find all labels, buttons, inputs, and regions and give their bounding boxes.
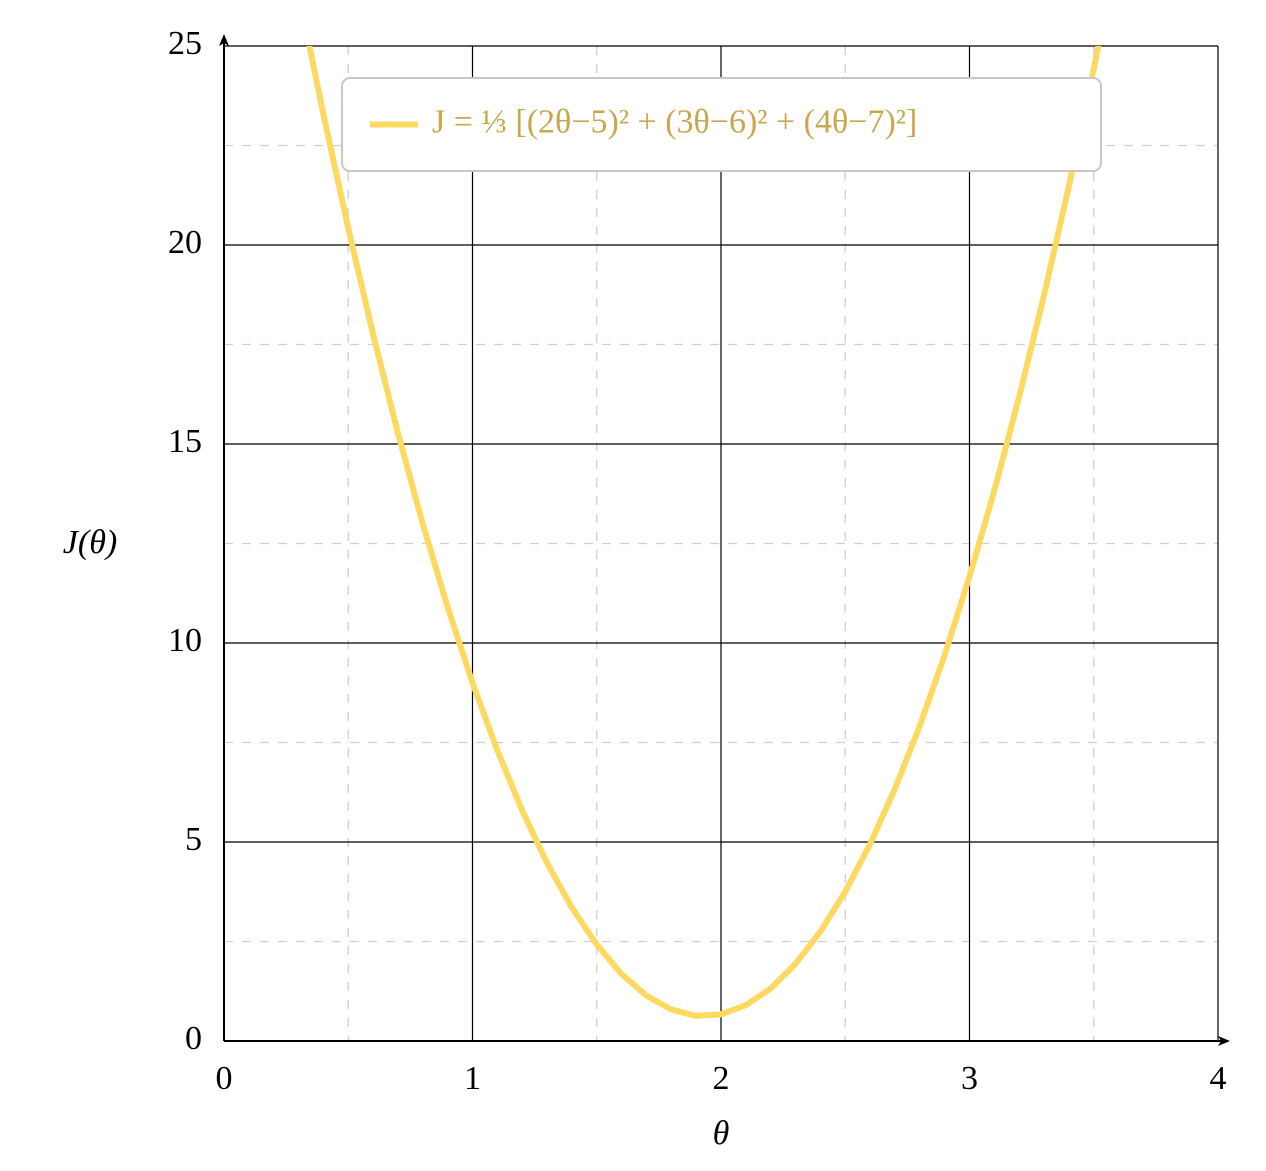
y-tick-label: 10 [168, 622, 202, 659]
x-tick-label: 3 [961, 1060, 978, 1097]
x-tick-label: 0 [216, 1060, 233, 1097]
x-axis-arrow [1218, 1036, 1230, 1046]
y-tick-label: 25 [168, 25, 202, 62]
x-tick-label: 4 [1210, 1060, 1227, 1097]
y-axis-label: J(θ) [63, 524, 117, 561]
y-tick-label: 15 [168, 423, 202, 460]
x-tick-label: 1 [464, 1060, 481, 1097]
y-tick-label: 5 [185, 821, 202, 858]
x-axis-label: θ [713, 1115, 730, 1152]
line-series [306, 46, 1102, 1019]
legend-label: J = ⅓ [(2θ−5)² + (3θ−6)² + (4θ−7)²] [432, 103, 917, 140]
legend-box [341, 77, 1102, 172]
plot-area [306, 46, 1102, 1019]
x-tick-label: 2 [713, 1060, 730, 1097]
y-axis-arrow [219, 34, 229, 46]
y-tick-label: 0 [185, 1020, 202, 1057]
y-tick-label: 20 [168, 224, 202, 261]
